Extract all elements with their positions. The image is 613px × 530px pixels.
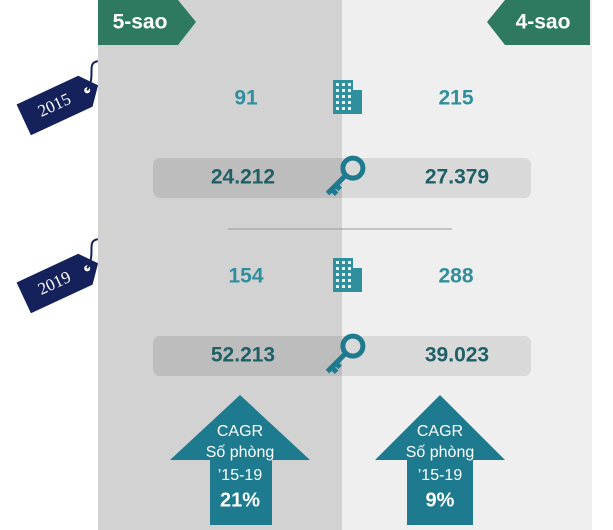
cagr-value: 21% bbox=[220, 489, 260, 511]
key-head bbox=[340, 333, 366, 359]
cagr-value: 9% bbox=[426, 489, 455, 511]
window bbox=[342, 285, 345, 288]
window bbox=[336, 279, 339, 282]
key-shaft bbox=[325, 173, 348, 197]
cagr-line: Số phòng bbox=[406, 444, 475, 461]
window bbox=[336, 83, 339, 86]
window bbox=[342, 101, 345, 104]
window bbox=[336, 273, 339, 276]
window bbox=[336, 107, 339, 110]
window bbox=[342, 83, 345, 86]
window bbox=[348, 261, 351, 264]
window bbox=[336, 285, 339, 288]
header-left: 5-sao bbox=[113, 11, 168, 34]
window bbox=[336, 95, 339, 98]
hotel-count: 91 bbox=[234, 87, 258, 110]
header-right: 4-sao bbox=[516, 11, 571, 34]
building bbox=[353, 90, 362, 114]
cagr-line: ’15-19 bbox=[218, 467, 263, 484]
room-count: 24.212 bbox=[211, 166, 275, 189]
room-count: 27.379 bbox=[425, 166, 489, 189]
window bbox=[342, 261, 345, 264]
tag-string bbox=[86, 60, 99, 91]
hotel-count: 288 bbox=[438, 265, 473, 288]
window bbox=[348, 101, 351, 104]
window bbox=[342, 267, 345, 270]
window bbox=[342, 107, 345, 110]
cagr-line: ’15-19 bbox=[418, 467, 463, 484]
tag-shape bbox=[16, 253, 99, 314]
tag-shape bbox=[16, 75, 99, 136]
window bbox=[336, 101, 339, 104]
hotel-count: 154 bbox=[228, 265, 263, 288]
cagr-line: Số phòng bbox=[206, 444, 275, 461]
year-tag: 2019 bbox=[16, 238, 99, 314]
window bbox=[336, 89, 339, 92]
key-icon bbox=[325, 333, 366, 375]
window bbox=[342, 279, 345, 282]
tag-string bbox=[86, 238, 99, 269]
building-icon bbox=[333, 258, 362, 292]
hotel-count: 215 bbox=[438, 87, 473, 110]
window bbox=[348, 285, 351, 288]
window bbox=[342, 89, 345, 92]
arrow bbox=[375, 395, 505, 525]
window bbox=[348, 279, 351, 282]
rooms-bar-right bbox=[342, 158, 531, 198]
window bbox=[348, 89, 351, 92]
building-icon bbox=[333, 80, 362, 114]
room-count: 39.023 bbox=[425, 344, 489, 367]
key-head bbox=[340, 155, 366, 181]
cagr-line: CAGR bbox=[217, 423, 263, 440]
header-tag bbox=[487, 0, 590, 45]
room-count: 52.213 bbox=[211, 344, 275, 367]
window bbox=[348, 83, 351, 86]
rooms-bar-right bbox=[342, 336, 531, 376]
building bbox=[353, 268, 362, 292]
arrow bbox=[170, 395, 310, 525]
window bbox=[336, 267, 339, 270]
header-tag bbox=[98, 0, 196, 45]
cagr-line: CAGR bbox=[417, 423, 463, 440]
window bbox=[348, 273, 351, 276]
year-tag: 2015 bbox=[16, 60, 99, 136]
key-shaft bbox=[325, 351, 348, 375]
window bbox=[348, 95, 351, 98]
window bbox=[348, 267, 351, 270]
key-icon bbox=[325, 155, 366, 197]
window bbox=[336, 261, 339, 264]
window bbox=[348, 107, 351, 110]
window bbox=[342, 95, 345, 98]
window bbox=[342, 273, 345, 276]
